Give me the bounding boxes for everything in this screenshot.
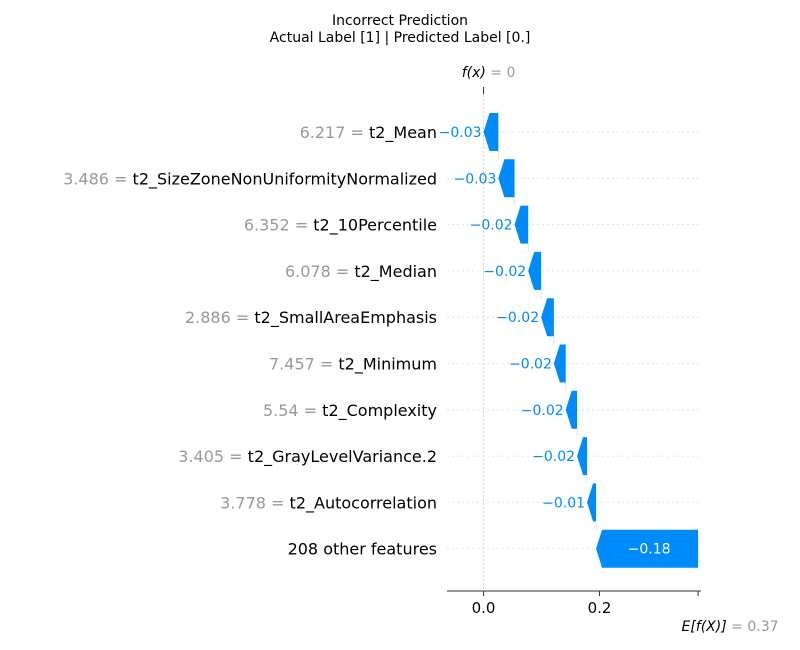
- feature-label: 5.54 = t2_Complexity: [263, 401, 437, 421]
- bar-value-label: −0.02: [496, 310, 539, 326]
- bar-value-label: −0.02: [509, 357, 552, 373]
- x-tick-label: 0.0: [472, 599, 496, 617]
- bars: −0.03 −0.03 −0.02 −0.02 −0.02 −0.02 −0.02 −0.02…: [439, 113, 699, 568]
- feature-label: 208 other features: [288, 540, 437, 559]
- feature-label: 6.217 = t2_Mean: [300, 123, 437, 143]
- expected-value-label: E[f(X)] = 0.37: [681, 619, 778, 635]
- bar: [565, 390, 578, 429]
- bar: [541, 298, 554, 337]
- bar-value-label: −0.03: [453, 171, 496, 187]
- bar-value-label: −0.03: [439, 125, 482, 141]
- bar-value-label: −0.02: [483, 264, 526, 280]
- bar: [483, 113, 499, 151]
- feature-label: 6.078 = t2_Median: [285, 262, 437, 282]
- grid-lines: [447, 95, 701, 591]
- bar: [514, 205, 529, 244]
- chart-title-line-1: Incorrect Prediction: [332, 13, 468, 29]
- feature-label: 3.405 = t2_GrayLevelVariance.2: [178, 447, 437, 467]
- chart-title-line-2: Actual Label [1] | Predicted Label [0.]: [270, 30, 531, 46]
- chart-title: Incorrect Prediction Actual Label [1] | …: [270, 13, 531, 46]
- feature-label: 2.886 = t2_SmallAreaEmphasis: [185, 308, 437, 328]
- bar: [553, 344, 566, 383]
- feature-label: 3.778 = t2_Autocorrelation: [220, 493, 437, 513]
- feature-label: 7.457 = t2_Minimum: [269, 355, 437, 375]
- expected-value-annotation: E[f(X)] = 0.37: [681, 619, 778, 635]
- bar: [528, 251, 542, 290]
- bar-value-label: −0.18: [628, 542, 671, 558]
- x-tick-label: 0.2: [588, 599, 612, 617]
- feature-label: 6.352 = t2_10Percentile: [244, 216, 437, 236]
- fx-label: f(x) = 0: [462, 65, 516, 81]
- bar-value-label: −0.02: [532, 449, 575, 465]
- bar: [498, 159, 515, 198]
- bar: [596, 529, 699, 568]
- feature-labels: 6.217 = t2_Mean 3.486 = t2_SizeZoneNonUni…: [63, 123, 437, 559]
- bar-value-label: −0.02: [470, 218, 513, 234]
- bar-value-label: −0.02: [521, 403, 564, 419]
- feature-label: 3.486 = t2_SizeZoneNonUniformityNormaliz…: [63, 169, 437, 189]
- fx-annotation: f(x) = 0: [462, 65, 516, 94]
- bar: [587, 483, 597, 522]
- bar: [577, 437, 588, 476]
- x-axis: 0.0 0.2: [447, 590, 701, 617]
- bar-value-label: −0.01: [542, 495, 585, 511]
